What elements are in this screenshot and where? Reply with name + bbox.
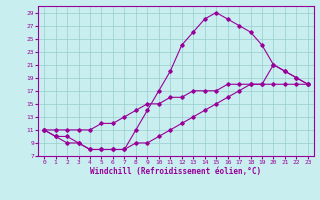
X-axis label: Windchill (Refroidissement éolien,°C): Windchill (Refroidissement éolien,°C): [91, 167, 261, 176]
